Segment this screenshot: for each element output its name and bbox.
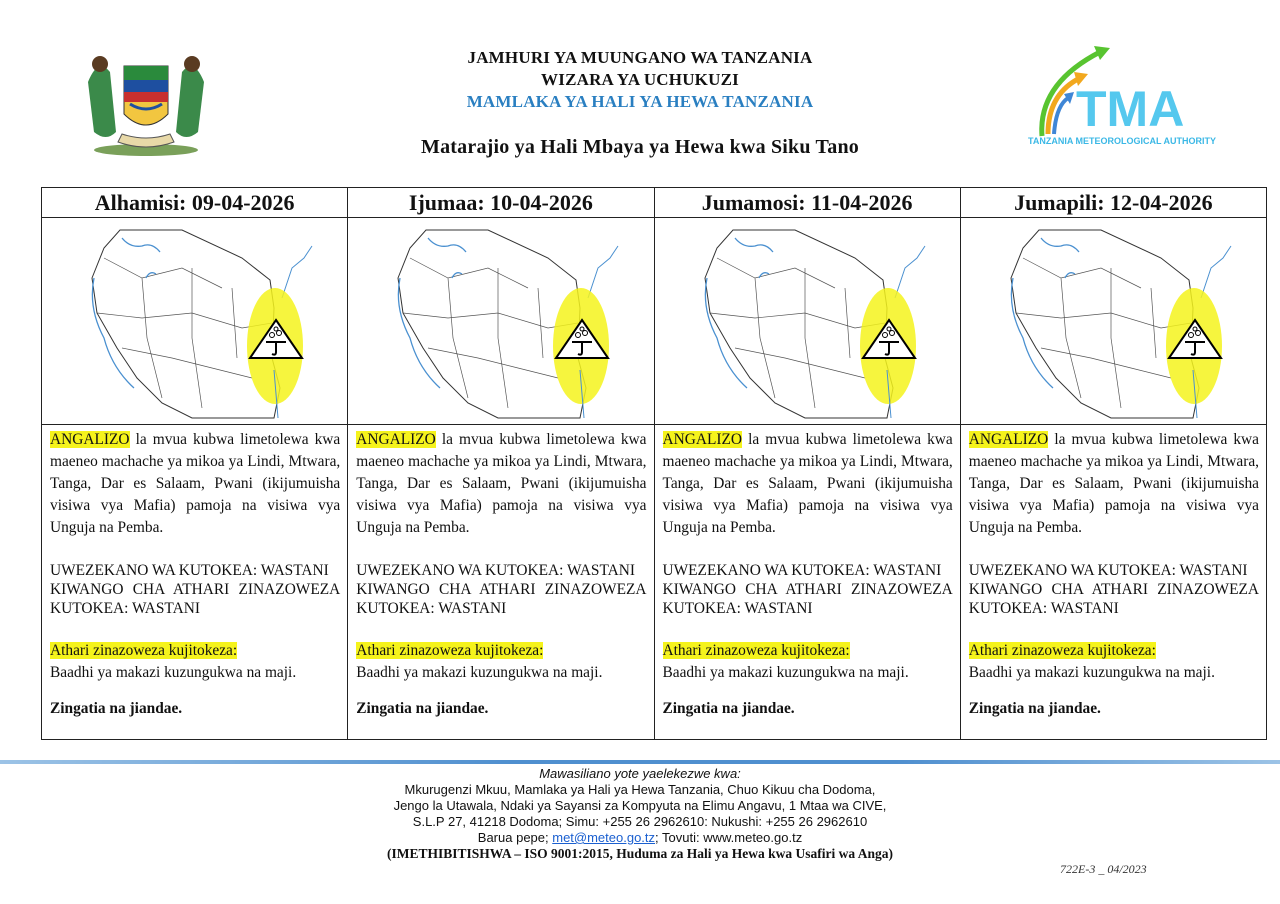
page-title: Matarajio ya Hali Mbaya ya Hewa kwa Siku… bbox=[421, 136, 859, 158]
day-header: Ijumaa: 10-04-2026 bbox=[348, 188, 654, 218]
advice: Zingatia na jiandae. bbox=[356, 700, 489, 717]
impact-level: KIWANGO CHA ATHARI ZINAZOWEZA KUTOKEA: W… bbox=[50, 581, 341, 617]
warning-text: la mvua kubwa limetolewa kwa maeneo mach… bbox=[50, 431, 341, 536]
heavy-rain-warning-icon bbox=[554, 318, 611, 359]
likelihood: UWEZEKANO WA KUTOKEA: WASTANI bbox=[662, 562, 942, 579]
likelihood: UWEZEKANO WA KUTOKEA: WASTANI bbox=[50, 562, 329, 579]
day-details: ANGALIZO la mvua kubwa limetolewa kwa ma… bbox=[961, 425, 1266, 720]
warning-tag: ANGALIZO bbox=[50, 431, 130, 448]
tma-logo-subtext: TANZANIA METEOROLOGICAL AUTHORITY bbox=[1028, 136, 1216, 146]
advice: Zingatia na jiandae. bbox=[968, 700, 1101, 717]
footer-contact: Barua pepe; met@meteo.go.tz; Tovuti: www… bbox=[300, 830, 980, 846]
email-link[interactable]: met@meteo.go.tz bbox=[552, 830, 656, 845]
impacts-text: Baadhi ya makazi kuzungukwa na maji. bbox=[968, 664, 1215, 681]
day-header: Jumapili: 12-04-2026 bbox=[960, 188, 1266, 218]
warning-map bbox=[348, 218, 654, 425]
email-label: Barua pepe; bbox=[477, 830, 553, 845]
impact-level: KIWANGO CHA ATHARI ZINAZOWEZA KUTOKEA: W… bbox=[356, 581, 647, 617]
footer-address-3: S.L.P 27, 41218 Dodoma; Simu: +255 26 29… bbox=[412, 814, 868, 829]
header-republic: JAMHURI YA MUUNGANO WA TANZANIA bbox=[467, 48, 813, 67]
footer-divider bbox=[0, 760, 1280, 764]
likelihood: UWEZEKANO WA KUTOKEA: WASTANI bbox=[356, 562, 636, 579]
warning-tag: ANGALIZO bbox=[968, 431, 1049, 448]
impacts-text: Baadhi ya makazi kuzungukwa na maji. bbox=[356, 664, 603, 681]
header-ministry: WIZARA YA UCHUKUZI bbox=[541, 70, 739, 89]
advice: Zingatia na jiandae. bbox=[662, 700, 795, 717]
tma-logo: TMA bbox=[1039, 46, 1184, 137]
tanzania-map bbox=[703, 229, 925, 419]
heavy-rain-warning-icon bbox=[1166, 318, 1223, 359]
impacts-heading: Athari zinazoweza kujitokeza: bbox=[968, 642, 1156, 659]
impacts-heading: Athari zinazoweza kujitokeza: bbox=[662, 642, 850, 659]
svg-text:TMA: TMA bbox=[1076, 81, 1184, 137]
impact-level: KIWANGO CHA ATHARI ZINAZOWEZA KUTOKEA: W… bbox=[662, 581, 953, 617]
footer-intro: Mawasiliano yote yaelekezwe kwa: bbox=[539, 766, 741, 781]
footer-address-1: Mkurugenzi Mkuu, Mamlaka ya Hali ya Hewa… bbox=[404, 782, 876, 797]
heavy-rain-warning-icon bbox=[860, 318, 917, 359]
warning-text: la mvua kubwa limetolewa kwa maeneo mach… bbox=[356, 431, 647, 536]
day-details: ANGALIZO la mvua kubwa limetolewa kwa ma… bbox=[655, 425, 960, 720]
heavy-rain-warning-icon bbox=[248, 318, 304, 359]
website-text: ; Tovuti: www.meteo.go.tz bbox=[655, 830, 803, 845]
impact-level: KIWANGO CHA ATHARI ZINAZOWEZA KUTOKEA: W… bbox=[968, 581, 1259, 617]
impacts-text: Baadhi ya makazi kuzungukwa na maji. bbox=[662, 664, 909, 681]
impacts-text: Baadhi ya makazi kuzungukwa na maji. bbox=[50, 664, 297, 681]
tanzania-map bbox=[397, 229, 619, 419]
day-header: Alhamisi: 09-04-2026 bbox=[42, 188, 348, 218]
day-column: Alhamisi: 09-04-2026 ANGALIZO la mvua ku… bbox=[42, 188, 349, 739]
day-details: ANGALIZO la mvua kubwa limetolewa kwa ma… bbox=[348, 425, 653, 720]
day-column: Jumapili: 12-04-2026 ANGALIZO la mvua ku… bbox=[960, 188, 1266, 739]
footer-address-2: Jengo la Utawala, Ndaki ya Sayansi za Ko… bbox=[393, 798, 887, 813]
tanzania-map bbox=[91, 229, 313, 419]
impacts-heading: Athari zinazoweza kujitokeza: bbox=[50, 642, 238, 659]
warning-paragraph: ANGALIZO la mvua kubwa limetolewa kwa ma… bbox=[50, 429, 340, 539]
warning-map bbox=[42, 218, 348, 425]
warning-map bbox=[960, 218, 1266, 425]
day-header: Jumamosi: 11-04-2026 bbox=[654, 188, 960, 218]
forecast-table: Alhamisi: 09-04-2026 ANGALIZO la mvua ku… bbox=[41, 187, 1267, 740]
document-code: 722E-3 _ 04/2023 bbox=[1060, 862, 1147, 876]
warning-map bbox=[654, 218, 960, 425]
warning-tag: ANGALIZO bbox=[356, 431, 436, 448]
header-authority: MAMLAKA YA HALI YA HEWA TANZANIA bbox=[466, 92, 814, 111]
day-details: ANGALIZO la mvua kubwa limetolewa kwa ma… bbox=[42, 425, 347, 720]
warning-paragraph: ANGALIZO la mvua kubwa limetolewa kwa ma… bbox=[968, 429, 1259, 539]
certification-note: (IMETHIBITISHWA – ISO 9001:2015, Huduma … bbox=[387, 846, 893, 861]
coat-of-arms-logo bbox=[88, 56, 204, 156]
tanzania-map bbox=[1010, 229, 1232, 419]
advice: Zingatia na jiandae. bbox=[50, 700, 183, 717]
warning-paragraph: ANGALIZO la mvua kubwa limetolewa kwa ma… bbox=[662, 429, 953, 539]
warning-tag: ANGALIZO bbox=[662, 431, 743, 448]
impacts-heading: Athari zinazoweza kujitokeza: bbox=[356, 642, 544, 659]
warning-paragraph: ANGALIZO la mvua kubwa limetolewa kwa ma… bbox=[356, 429, 647, 539]
day-column: Jumamosi: 11-04-2026 ANGALIZO la mvua ku… bbox=[654, 188, 961, 739]
warning-text: la mvua kubwa limetolewa kwa maeneo mach… bbox=[968, 431, 1259, 536]
likelihood: UWEZEKANO WA KUTOKEA: WASTANI bbox=[968, 562, 1248, 579]
day-column: Ijumaa: 10-04-2026 ANGALIZO la mvua kubw… bbox=[348, 188, 655, 739]
warning-text: la mvua kubwa limetolewa kwa maeneo mach… bbox=[662, 431, 953, 536]
